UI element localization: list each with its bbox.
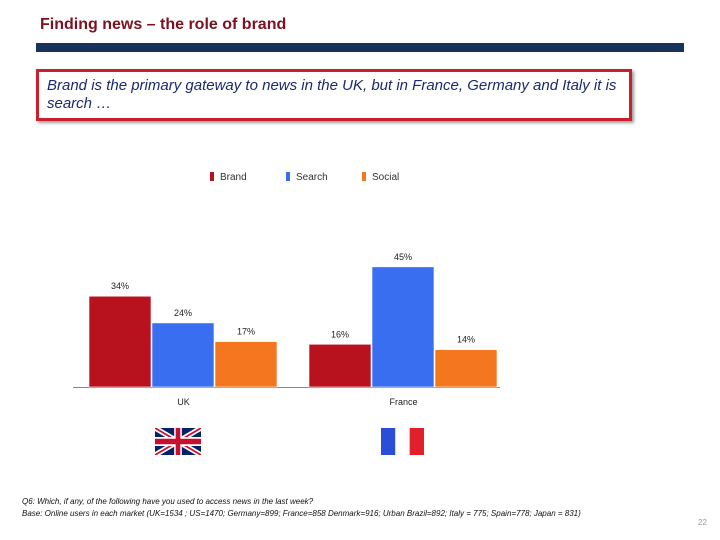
x-tick-label-uk: UK (177, 397, 190, 407)
legend-item-search: Search (286, 172, 328, 183)
slide-title: Finding news – the role of brand (40, 16, 287, 33)
x-tick-label-france: France (389, 397, 417, 407)
data-label-uk-social: 17% (237, 327, 255, 337)
bar-uk-social (214, 341, 278, 388)
bar-france-social (434, 349, 498, 388)
data-label-uk-search: 24% (174, 308, 192, 318)
bar-france-brand (308, 343, 372, 388)
legend-label-brand: Brand (220, 172, 247, 183)
callout-box: Brand is the primary gateway to news in … (36, 69, 632, 121)
bar-uk-brand (88, 295, 152, 388)
data-label-france-brand: 16% (331, 329, 349, 339)
bar-france-search (371, 266, 435, 388)
union-jack-flag-icon (155, 428, 201, 455)
legend-swatch-social (362, 172, 366, 181)
legend-swatch-search (286, 172, 290, 181)
footnote-question: Q6: Which, if any, of the following have… (22, 497, 314, 506)
footnote-base: Base: Online users in each market (UK=15… (22, 509, 581, 518)
legend-item-social: Social (362, 172, 399, 183)
legend-label-search: Search (296, 172, 328, 183)
bar-uk-search (151, 322, 215, 388)
legend-label-social: Social (372, 172, 400, 183)
data-label-france-social: 14% (457, 335, 475, 345)
data-label-uk-brand: 34% (111, 281, 129, 291)
legend-swatch-brand (210, 172, 214, 181)
title-bar (36, 43, 684, 52)
page-number: 22 (698, 518, 707, 527)
data-label-france-search: 45% (394, 252, 412, 262)
legend-item-brand: Brand (210, 172, 247, 183)
french-flag-icon (381, 428, 424, 455)
